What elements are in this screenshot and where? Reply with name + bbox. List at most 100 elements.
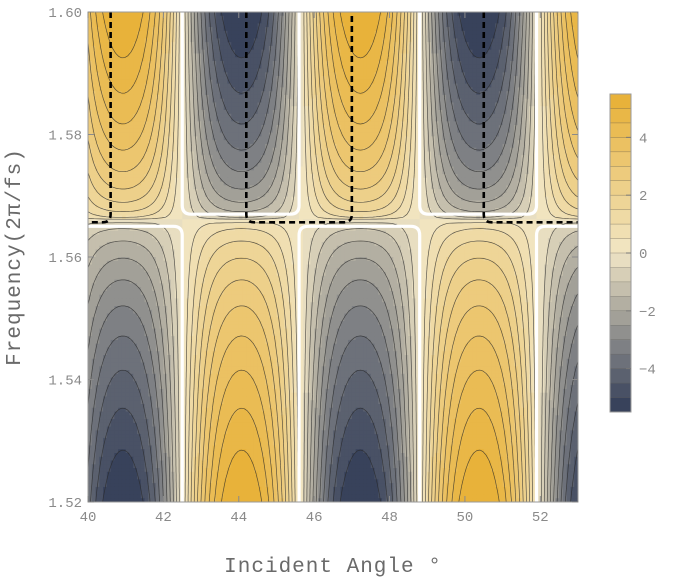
heat-cell — [566, 34, 572, 39]
heat-cell — [114, 34, 119, 39]
heat-cell — [544, 87, 549, 92]
heat-cell — [227, 53, 232, 58]
heat-cell — [238, 83, 244, 88]
heat-cell — [155, 19, 161, 24]
heat-cell — [284, 38, 289, 43]
heat-cell — [216, 61, 221, 66]
heat-cell — [250, 117, 255, 122]
heat-cell — [521, 61, 526, 66]
heat-cell — [299, 15, 304, 21]
heat-cell — [325, 106, 330, 111]
heat-cell — [152, 87, 157, 92]
heat-cell — [333, 98, 338, 104]
heat-cell — [186, 79, 191, 85]
heat-cell — [189, 106, 195, 111]
heat-cell — [502, 140, 507, 145]
heat-cell — [152, 102, 157, 107]
heat-cell — [216, 128, 221, 134]
heat-cell — [314, 87, 319, 92]
heat-cell — [268, 140, 274, 145]
heat-cell — [253, 98, 259, 104]
heat-cell — [468, 23, 474, 28]
heat-cell — [536, 19, 541, 24]
heat-cell — [257, 61, 262, 66]
heat-cell — [483, 106, 489, 111]
heat-cell — [103, 42, 108, 47]
heat-cell — [336, 27, 342, 32]
heat-cell — [95, 76, 100, 81]
heat-cell — [419, 110, 425, 115]
heat-cell — [170, 68, 176, 73]
heat-cell — [555, 34, 560, 39]
heat-cell — [174, 61, 180, 66]
heat-cell — [329, 121, 334, 126]
heat-cell — [419, 27, 425, 32]
heat-cell — [502, 125, 507, 130]
heat-cell — [468, 128, 474, 134]
heat-cell — [351, 117, 357, 122]
heat-cell — [385, 15, 391, 21]
heat-cell — [204, 23, 210, 28]
heat-cell — [333, 34, 338, 39]
heat-cell — [219, 98, 225, 104]
heat-cell — [257, 98, 262, 104]
heat-cell — [276, 49, 281, 55]
heat-cell — [216, 30, 221, 36]
heat-cell — [314, 68, 319, 73]
heat-cell — [438, 19, 443, 24]
heat-cell — [103, 15, 108, 21]
heat-cell — [197, 140, 202, 145]
heat-cell — [351, 106, 357, 111]
heat-cell — [167, 83, 172, 88]
heat-cell — [148, 30, 153, 36]
heat-cell — [374, 72, 379, 77]
heat-cell — [321, 106, 327, 111]
heat-cell — [336, 151, 342, 156]
heat-cell — [389, 132, 394, 137]
heat-cell — [442, 79, 447, 85]
heat-cell — [412, 68, 417, 73]
heat-cell — [91, 151, 97, 156]
heat-cell — [559, 45, 564, 51]
heat-cell — [314, 128, 319, 134]
heat-cell — [197, 19, 202, 24]
heat-cell — [408, 117, 413, 122]
heat-cell — [506, 61, 511, 66]
heat-cell — [257, 30, 262, 36]
heat-cell — [363, 76, 368, 81]
heat-cell — [348, 132, 353, 137]
heat-cell — [393, 121, 398, 126]
heat-cell — [253, 128, 259, 134]
heat-cell — [186, 53, 191, 58]
heat-cell — [453, 68, 458, 73]
heat-cell — [363, 128, 368, 134]
heat-cell — [235, 68, 240, 73]
heat-cell — [95, 121, 100, 126]
heat-cell — [268, 143, 274, 149]
heat-cell — [423, 79, 428, 85]
heat-cell — [431, 106, 436, 111]
heat-cell — [525, 68, 530, 73]
heat-cell — [253, 87, 259, 92]
heat-cell — [547, 140, 553, 145]
heat-cell — [246, 64, 251, 70]
heat-cell — [152, 140, 157, 145]
heat-cell — [483, 27, 489, 32]
heat-cell — [513, 136, 519, 141]
heat-cell — [118, 68, 123, 73]
heat-cell — [355, 136, 360, 141]
heat-cell — [216, 23, 221, 28]
heat-cell — [340, 94, 345, 100]
heat-cell — [457, 136, 462, 141]
heat-cell — [495, 94, 500, 100]
heat-cell — [250, 68, 255, 73]
heat-cell — [276, 117, 281, 122]
heat-cell — [110, 117, 115, 122]
heat-cell — [472, 117, 477, 122]
heat-cell — [227, 94, 232, 100]
heat-cell — [446, 102, 451, 107]
heat-cell — [483, 64, 489, 70]
heat-cell — [174, 155, 180, 160]
heat-cell — [280, 151, 285, 156]
heat-cell — [498, 49, 504, 55]
